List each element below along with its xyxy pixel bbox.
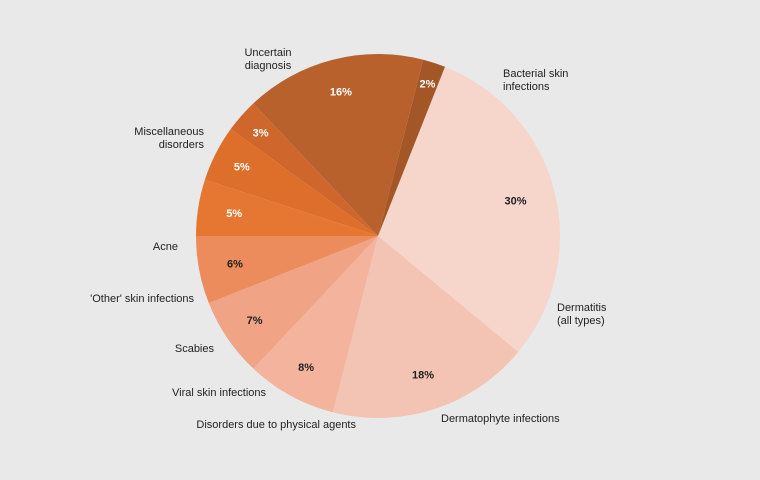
slice-category-label: Disorders due to physical agents: [196, 419, 356, 431]
slice-category-label: Dermatophyte infections: [441, 413, 560, 425]
pie-slices: [196, 54, 560, 418]
percentage-labels: 30% 18% 8% 7% 6% 5% 5% 3% 16% 2%: [226, 79, 526, 382]
pie-slice: [208, 236, 378, 369]
slice-percentage-label: 30%: [504, 196, 526, 208]
pie-slice: [378, 66, 560, 353]
slice-percentage-label: 16%: [330, 86, 352, 98]
slice-category-label: Viral skin infections: [172, 387, 266, 399]
slice-percentage-label: 5%: [226, 208, 242, 220]
slice-category-label: Miscellaneous disorders: [134, 126, 204, 151]
category-labels: Bacterial skin infections Dermatitis (all t…: [90, 47, 607, 431]
slice-percentage-label: 2%: [420, 79, 436, 91]
pie-slice: [196, 236, 378, 303]
slice-percentage-label: 7%: [247, 315, 263, 327]
pie-slice: [332, 236, 519, 418]
pie-slice: [253, 236, 378, 413]
slice-category-label: Acne: [153, 241, 178, 253]
pie-slice: [378, 59, 445, 236]
slice-category-label: Scabies: [175, 343, 215, 355]
slice-percentage-label: 8%: [298, 362, 314, 374]
slice-percentage-label: 3%: [253, 128, 269, 140]
pie-slice: [204, 129, 378, 236]
slice-category-label: Uncertain diagnosis: [244, 47, 291, 72]
pie-slice: [196, 179, 378, 236]
slice-category-label: Dermatitis (all types): [557, 302, 607, 327]
slice-category-label: 'Other' skin infections: [90, 293, 194, 305]
slice-category-label: Bacterial skin infections: [503, 68, 568, 93]
pie-slice: [253, 54, 424, 236]
slice-percentage-label: 5%: [234, 162, 250, 174]
slice-percentage-label: 18%: [412, 370, 434, 382]
pie-slice: [230, 103, 378, 236]
slice-percentage-label: 6%: [227, 258, 243, 270]
